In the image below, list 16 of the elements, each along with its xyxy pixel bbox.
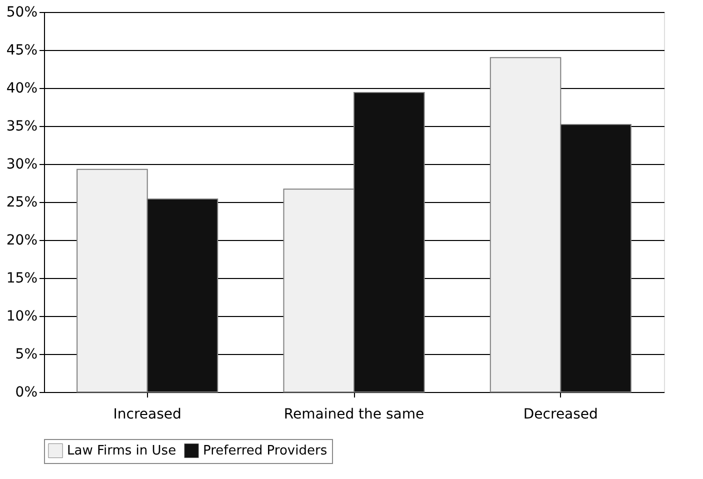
y-tick-label: 20% <box>6 232 38 248</box>
x-tick-label: Increased <box>113 406 182 422</box>
x-tick-label: Decreased <box>523 406 598 422</box>
y-tick-label: 50% <box>6 4 38 20</box>
y-tick-label: 15% <box>6 270 38 286</box>
y-tick-label: 45% <box>6 42 38 58</box>
y-tick-label: 30% <box>6 156 38 172</box>
y-tick-label: 0% <box>15 384 38 400</box>
y-tick-label: 25% <box>6 194 38 210</box>
y-tick-label: 40% <box>6 80 38 96</box>
x-tick-label: Remained the same <box>284 406 424 422</box>
legend-label: Law Firms in Use <box>67 444 176 459</box>
legend-label: Preferred Providers <box>203 444 328 459</box>
y-tick-label: 5% <box>15 346 38 362</box>
y-tick-label: 10% <box>6 308 38 324</box>
y-tick-label: 35% <box>6 118 38 134</box>
